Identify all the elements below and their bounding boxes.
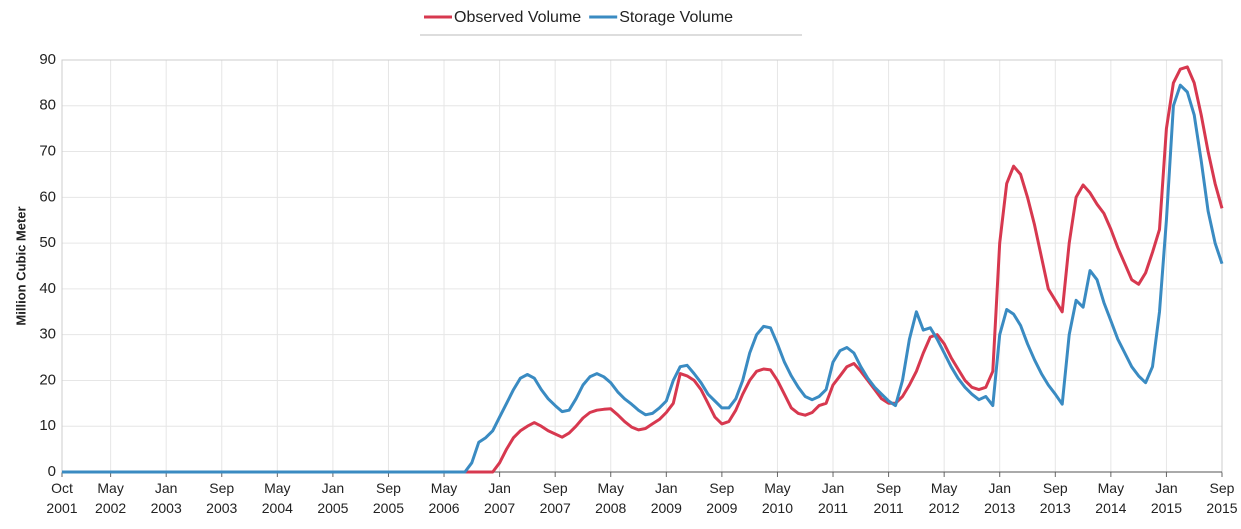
x-tick-label: Sep 2011 xyxy=(873,480,904,516)
x-tick-label: Oct 2001 xyxy=(46,480,78,516)
y-tick-label: 50 xyxy=(39,234,56,251)
y-tick-label: 40 xyxy=(39,280,56,297)
x-tick-label: Sep 2003 xyxy=(206,480,238,516)
x-tick-label: May 2004 xyxy=(261,480,293,516)
plot-frame xyxy=(61,59,1223,473)
x-tick-label: Sep 2007 xyxy=(539,480,571,516)
x-tick-label: Sep 2015 xyxy=(1206,480,1238,516)
x-tick-label: Jan 2003 xyxy=(150,480,182,516)
x-tick-label: Jan 2005 xyxy=(317,480,349,516)
x-tick-label: May 2010 xyxy=(761,480,794,516)
legend-label: Storage Volume xyxy=(619,9,733,26)
y-tick-label: 20 xyxy=(39,371,56,388)
x-tick-label: Jan 2015 xyxy=(1150,480,1182,516)
y-tick-label: 60 xyxy=(39,188,56,205)
x-tick-label: Jan 2009 xyxy=(650,480,682,516)
x-tick-label: Sep 2005 xyxy=(372,480,405,516)
x-tick-label: Jan 2007 xyxy=(484,480,516,516)
data-line xyxy=(62,65,1224,474)
x-tick-label: Sep 2009 xyxy=(706,480,738,516)
x-tick-label: May 2014 xyxy=(1095,480,1127,516)
x-tick-label: May 2002 xyxy=(95,480,127,516)
y-tick-label: 80 xyxy=(39,97,56,114)
y-axis-label: Million Cubic Meter xyxy=(13,206,28,325)
y-tick-label: 0 xyxy=(48,463,56,480)
x-tick-label: Jan 2011 xyxy=(817,480,849,516)
x-tick-label: Sep 2013 xyxy=(1039,480,1071,516)
x-tick-label: May 2012 xyxy=(928,480,960,516)
y-tick-label: 70 xyxy=(39,143,56,160)
y-tick-label: 90 xyxy=(39,51,56,68)
data-line xyxy=(62,83,1224,474)
y-tick-label: 30 xyxy=(39,326,56,343)
x-tick-label: Jan 2013 xyxy=(984,480,1016,516)
x-tick-label: May 2008 xyxy=(595,480,627,516)
y-tick-label: 10 xyxy=(39,417,56,434)
x-tick-label: May 2006 xyxy=(428,480,460,516)
legend-label: Observed Volume xyxy=(454,9,581,26)
